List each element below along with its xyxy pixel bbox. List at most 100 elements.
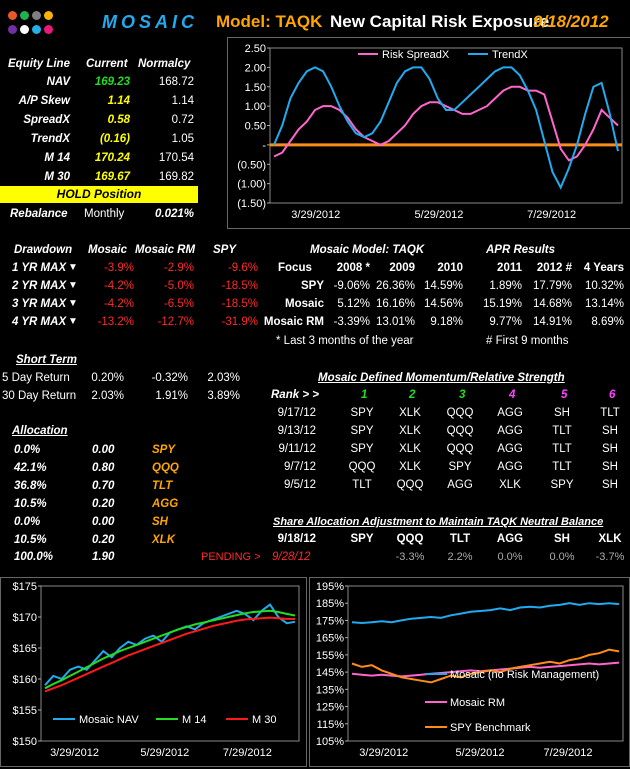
series-line-mosaic-no-risk-management- — [351, 602, 620, 625]
short-term-value: 2.03% — [91, 390, 124, 402]
apr-value: 17.79% — [532, 280, 572, 292]
logo-dot — [32, 25, 41, 34]
apr-value: 13.01% — [375, 316, 415, 328]
y-tick-label: (0.50) — [237, 159, 266, 171]
allocation-row: 0.0% 0.00 SH — [0, 514, 270, 530]
allocation-weight: 0.20 — [92, 498, 115, 510]
equity-normalcy: 169.82 — [158, 171, 194, 183]
momentum-row: 9/11/12 SPY XLK QQQ AGG TLT SH — [0, 441, 630, 457]
momentum-rank: 5 — [561, 389, 568, 401]
equity-col-label: Equity Line — [8, 58, 70, 70]
allocation-ticker: SPY — [152, 444, 176, 456]
benchmark-chart-panel: 195% 185% 175% 165% 155% 145% 135% 125% 115% 105%… — [309, 577, 630, 767]
y-tick-label: $165 — [13, 643, 37, 655]
momentum-ticker: TLT — [600, 407, 620, 419]
momentum-ticker: SH — [602, 443, 618, 455]
drawdown-value: -12.7% — [157, 316, 194, 328]
drawdown-value: -13.2% — [97, 316, 134, 328]
share-adjustment-value: -3.7% — [595, 551, 625, 563]
apr-value: 13.14% — [584, 298, 624, 310]
allocation-ticker: SH — [152, 516, 168, 528]
momentum-date: 9/7/12 — [284, 461, 316, 473]
apr-value: 5.12% — [337, 298, 370, 310]
y-tick-label: 0.50 — [245, 121, 266, 133]
apr-value: 9.77% — [489, 316, 522, 328]
momentum-rank: 4 — [509, 389, 516, 401]
rebalance-label: Rebalance — [10, 208, 68, 220]
share-adjustment-values-row: -3.3% 2.2% 0.0% 0.0% -3.7% — [0, 549, 630, 565]
momentum-ticker: XLK — [399, 461, 421, 473]
apr-label: Mosaic — [285, 298, 324, 310]
legend-label: SPY Benchmark — [450, 722, 531, 734]
short-term-value: 0.20% — [91, 372, 124, 384]
drawdown-row: 1 YR MAX ▼ -3.9% -2.9% -9.6% — [0, 260, 270, 276]
apr-col-year: 4 Years — [583, 262, 624, 274]
drawdown-label: 3 YR MAX — [12, 298, 67, 310]
share-adjustment-ticker: SH — [554, 533, 570, 545]
short-term-row: 30 Day Return 2.03% 1.91% 3.89% — [0, 388, 270, 404]
spreadx-trendx-chart-panel: 2.50 2.00 1.50 1.00 0.50 - (0.50) (1.00) (1.50) 3… — [227, 37, 630, 229]
y-tick-label: 1.50 — [245, 82, 266, 94]
apr-value: 14.68% — [532, 298, 572, 310]
equity-row: M 14 170.24 170.54 — [0, 150, 200, 166]
equity-row: TrendX (0.16) 1.05 — [0, 131, 200, 147]
share-adjustment-ticker: SPY — [350, 533, 374, 545]
apr-value: 9.18% — [430, 316, 463, 328]
apr-value: 1.89% — [489, 280, 522, 292]
apr-row: Mosaic 5.12% 16.16% 14.56% 15.19% 14.68% 13.14… — [0, 296, 630, 312]
equity-label: NAV — [46, 76, 70, 88]
share-adjustment-value: 0.0% — [549, 551, 575, 563]
logo-dot — [32, 11, 41, 20]
equity-current: 169.23 — [94, 76, 130, 88]
y-tick-label: 155% — [316, 650, 344, 662]
y-tick-label: (1.50) — [237, 198, 266, 210]
apr-value: -3.39% — [333, 316, 370, 328]
chevron-down-icon: ▼ — [68, 298, 78, 309]
momentum-ticker: QQQ — [446, 407, 474, 419]
drawdown-value: -5.0% — [163, 280, 194, 292]
drawdown-col-mosaic: Mosaic — [88, 244, 127, 256]
allocation-row: 36.8% 0.70 TLT — [0, 478, 270, 494]
equity-normalcy: 1.14 — [171, 95, 194, 107]
equity-normalcy: 168.72 — [158, 76, 194, 88]
share-adjustment-ticker: QQQ — [396, 533, 424, 545]
x-tick-label: 3/29/2012 — [291, 209, 340, 221]
apr-value: 14.91% — [532, 316, 572, 328]
equity-row: M 30 169.67 169.82 — [0, 169, 200, 185]
hold-position-banner: HOLD Position — [0, 186, 198, 203]
apr-value: 26.36% — [375, 280, 415, 292]
momentum-date: 9/13/12 — [277, 425, 316, 437]
y-tick-label: $150 — [13, 736, 37, 748]
y-tick-label: 165% — [316, 633, 344, 645]
short-term-value: 1.91% — [155, 390, 188, 402]
x-tick-label: 5/29/2012 — [414, 209, 463, 221]
momentum-date: 9/17/12 — [277, 407, 316, 419]
equity-current: 1.14 — [107, 95, 130, 107]
momentum-ticker: SPY — [448, 461, 472, 473]
allocation-pct: 10.5% — [14, 498, 47, 510]
share-adjustment-ticker: TLT — [449, 533, 471, 545]
rebalance-percent: 0.021% — [154, 208, 194, 220]
momentum-ticker: SPY — [350, 425, 374, 437]
apr-col-year: 2008 * — [336, 262, 370, 274]
allocation-ticker: QQQ — [152, 462, 179, 474]
y-tick-label: 2.00 — [245, 62, 266, 74]
equity-current: 170.24 — [94, 152, 130, 164]
share-adjustment-date: 9/18/12 — [277, 533, 316, 545]
drawdown-value: -18.5% — [221, 280, 258, 292]
allocation-row: 0.0% 0.00 SPY — [0, 442, 270, 458]
momentum-ticker: SH — [602, 425, 618, 437]
logo-dot — [8, 11, 17, 20]
momentum-rank-label: Rank > > — [271, 389, 319, 401]
legend-label: M 30 — [252, 714, 276, 726]
apr-title-left: Mosaic Model: TAQK — [310, 244, 425, 256]
momentum-rank: 2 — [409, 389, 416, 401]
momentum-ticker: XLK — [399, 425, 421, 437]
drawdown-col-label: Drawdown — [14, 244, 73, 256]
drawdown-value: -6.5% — [163, 298, 194, 310]
x-tick-label: 5/29/2012 — [456, 747, 505, 759]
allocation-weight: 0.20 — [92, 534, 115, 546]
equity-current: (0.16) — [99, 133, 130, 145]
apr-note-2012: # First 9 months — [486, 335, 569, 347]
share-adjustment-title: Share Allocation Adjustment to Maintain … — [273, 516, 604, 528]
